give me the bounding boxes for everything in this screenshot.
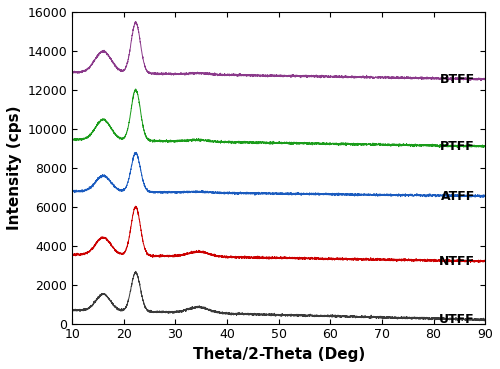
Text: NTFF: NTFF: [439, 255, 475, 268]
Text: ATFF: ATFF: [440, 190, 475, 203]
Y-axis label: Intensity (cps): Intensity (cps): [7, 106, 22, 230]
Text: BTFF: BTFF: [440, 73, 475, 86]
Text: PTFF: PTFF: [440, 140, 475, 153]
X-axis label: Theta/2-Theta (Deg): Theta/2-Theta (Deg): [192, 347, 365, 362]
Text: UTFF: UTFF: [439, 313, 475, 326]
